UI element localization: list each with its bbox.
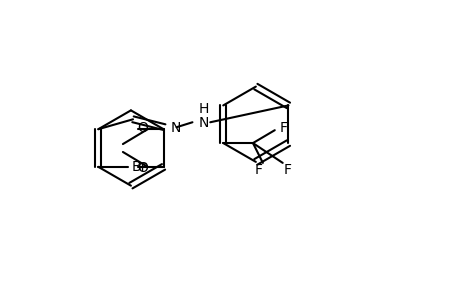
Text: F: F <box>279 121 287 135</box>
Text: O: O <box>137 121 148 135</box>
Text: N: N <box>170 121 181 135</box>
Text: N: N <box>198 116 208 130</box>
Text: F: F <box>283 163 291 177</box>
Text: H: H <box>198 102 208 116</box>
Text: F: F <box>254 163 263 177</box>
Text: O: O <box>137 161 148 175</box>
Text: Br: Br <box>132 160 147 174</box>
